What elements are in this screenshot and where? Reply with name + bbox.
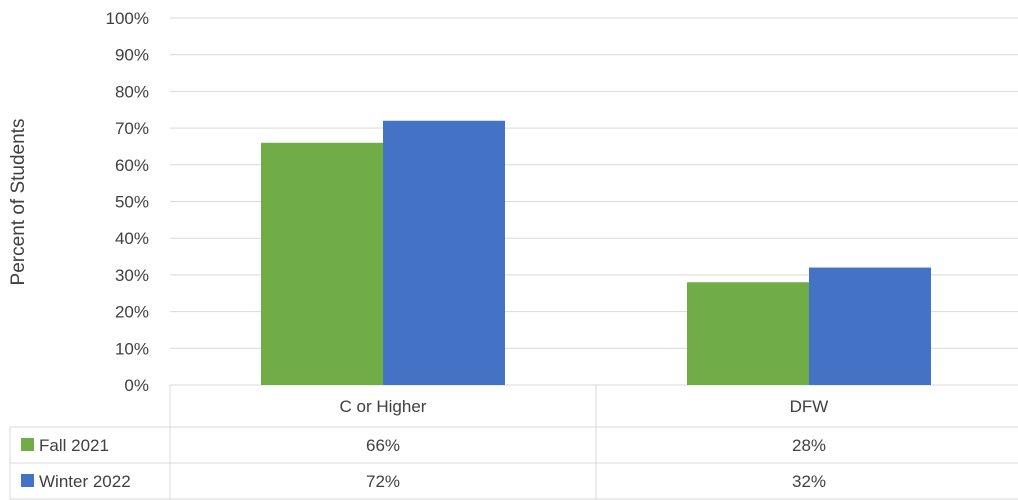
y-tick-label: 50% [115, 193, 149, 212]
category-label: C or Higher [340, 397, 427, 416]
y-tick-label: 40% [115, 229, 149, 248]
y-tick-label: 30% [115, 266, 149, 285]
category-label: DFW [790, 397, 829, 416]
legend-key [21, 474, 34, 487]
y-tick-label: 90% [115, 46, 149, 65]
y-tick-label: 0% [124, 376, 149, 395]
y-tick-label: 80% [115, 82, 149, 101]
data-label: 28% [792, 436, 826, 455]
bar [383, 120, 505, 385]
bars [261, 120, 931, 385]
y-tick-label: 100% [106, 9, 149, 28]
y-tick-label: 10% [115, 339, 149, 358]
bar [809, 267, 931, 385]
bar [687, 282, 809, 385]
data-label: 32% [792, 472, 826, 491]
bar [261, 142, 383, 385]
series-name: Fall 2021 [39, 436, 109, 455]
y-axis-ticks: 0% 10% 20% 30% 40% 50% 60% 70% 80% 90% 100% [106, 9, 149, 395]
y-tick-label: 60% [115, 156, 149, 175]
data-label: 72% [366, 472, 400, 491]
y-axis-title: Percent of Students [8, 119, 29, 286]
y-tick-label: 20% [115, 303, 149, 322]
legend-key [21, 438, 34, 451]
data-table: C or Higher DFW Fall 2021 66% 28% Winter 2022… [9, 385, 1018, 500]
series-name: Winter 2022 [39, 472, 131, 491]
y-tick-label: 70% [115, 119, 149, 138]
data-label: 66% [366, 436, 400, 455]
